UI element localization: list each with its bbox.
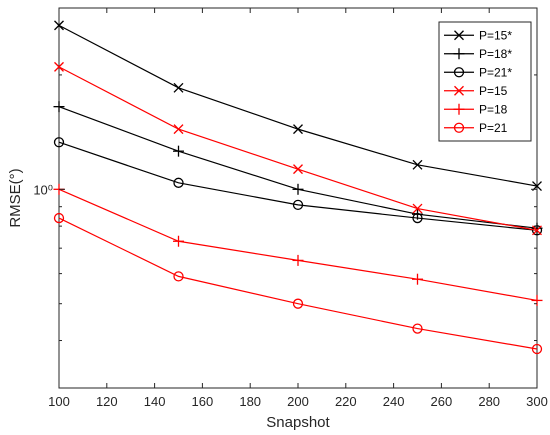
x-tick-label: 100 — [48, 394, 70, 409]
x-tick-label: 140 — [144, 394, 166, 409]
data-point — [53, 101, 65, 113]
legend-item: P=15* — [444, 28, 512, 42]
series-1 — [54, 20, 542, 191]
legend-marker — [453, 48, 465, 60]
data-point — [54, 20, 64, 31]
legend-label: P=18* — [479, 47, 512, 61]
legend-item: P=18 — [444, 102, 508, 116]
data-point — [173, 82, 184, 93]
data-point — [54, 61, 64, 72]
data-point — [292, 254, 304, 266]
x-tick-label: 180 — [239, 394, 261, 409]
data-point — [292, 298, 304, 309]
data-point — [292, 199, 304, 211]
x-tick-label: 200 — [287, 394, 309, 409]
legend-label: P=21 — [479, 121, 508, 135]
legend-item: P=21* — [444, 65, 512, 79]
data-point — [173, 177, 184, 188]
legend-item: P=15 — [444, 84, 508, 98]
legend-marker — [453, 122, 465, 133]
series-6 — [53, 212, 543, 355]
series-layer — [53, 20, 543, 355]
x-axis-label: Snapshot — [266, 414, 330, 431]
x-tick-label: 160 — [192, 394, 214, 409]
data-point — [412, 212, 423, 224]
data-point — [293, 164, 303, 175]
data-point — [293, 124, 303, 135]
data-point — [412, 273, 423, 285]
legend-label: P=15 — [479, 84, 508, 98]
x-tick-label: 240 — [383, 394, 405, 409]
data-point — [532, 225, 542, 236]
ticks-layer: 100 120 140 160 180 200 220 240 260 280 300 10⁰ — [33, 7, 548, 409]
data-point — [173, 235, 184, 247]
legend-label: P=18 — [479, 102, 508, 116]
y-axis-label: RMSE(°) — [7, 168, 24, 227]
x-tick-label: 280 — [478, 394, 500, 409]
series-4 — [54, 61, 542, 236]
legend-label: P=21* — [479, 65, 512, 79]
legend: P=15* P=18* P=21* P=15 P=18 P=21 — [438, 21, 532, 142]
legend-marker — [454, 30, 464, 41]
legend-box — [438, 21, 532, 142]
data-point — [412, 203, 423, 214]
x-tick-label: 300 — [526, 394, 548, 409]
legend-marker — [454, 85, 464, 96]
data-point — [53, 212, 65, 224]
legend-marker — [453, 103, 465, 115]
y-tick-label: 10⁰ — [33, 182, 53, 197]
data-point — [412, 159, 423, 170]
data-point — [53, 137, 65, 148]
legend-item: P=18* — [444, 47, 512, 61]
legend-item: P=21 — [444, 121, 508, 135]
legend-marker — [453, 67, 465, 78]
data-point — [292, 183, 304, 195]
legend-label: P=15* — [479, 28, 512, 42]
x-tick-label: 220 — [335, 394, 357, 409]
data-point — [173, 145, 184, 157]
data-point — [173, 124, 184, 135]
data-point — [412, 323, 423, 334]
x-tick-label: 260 — [431, 394, 453, 409]
x-tick-label: 120 — [96, 394, 118, 409]
data-point — [173, 271, 184, 282]
data-point — [531, 343, 543, 355]
series-line — [58, 141, 538, 231]
series-line — [58, 217, 538, 350]
